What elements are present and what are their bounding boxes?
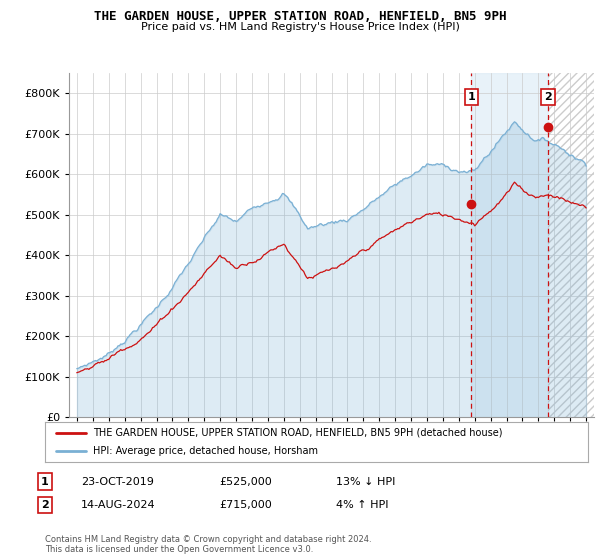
Text: 2: 2 — [544, 92, 552, 102]
Text: Price paid vs. HM Land Registry's House Price Index (HPI): Price paid vs. HM Land Registry's House … — [140, 22, 460, 32]
Text: 23-OCT-2019: 23-OCT-2019 — [81, 477, 154, 487]
Text: THE GARDEN HOUSE, UPPER STATION ROAD, HENFIELD, BN5 9PH: THE GARDEN HOUSE, UPPER STATION ROAD, HE… — [94, 10, 506, 23]
Text: 14-AUG-2024: 14-AUG-2024 — [81, 500, 155, 510]
Text: £525,000: £525,000 — [219, 477, 272, 487]
Text: 1: 1 — [467, 92, 475, 102]
Bar — [472, 73, 548, 417]
Text: Contains HM Land Registry data © Crown copyright and database right 2024.
This d: Contains HM Land Registry data © Crown c… — [45, 535, 371, 554]
Text: 2: 2 — [41, 500, 49, 510]
Text: 13% ↓ HPI: 13% ↓ HPI — [336, 477, 395, 487]
Text: 4% ↑ HPI: 4% ↑ HPI — [336, 500, 389, 510]
Text: £715,000: £715,000 — [219, 500, 272, 510]
Bar — [548, 73, 594, 417]
Text: THE GARDEN HOUSE, UPPER STATION ROAD, HENFIELD, BN5 9PH (detached house): THE GARDEN HOUSE, UPPER STATION ROAD, HE… — [93, 428, 502, 437]
Bar — [548, 73, 594, 417]
Text: HPI: Average price, detached house, Horsham: HPI: Average price, detached house, Hors… — [93, 446, 318, 456]
Text: 1: 1 — [41, 477, 49, 487]
